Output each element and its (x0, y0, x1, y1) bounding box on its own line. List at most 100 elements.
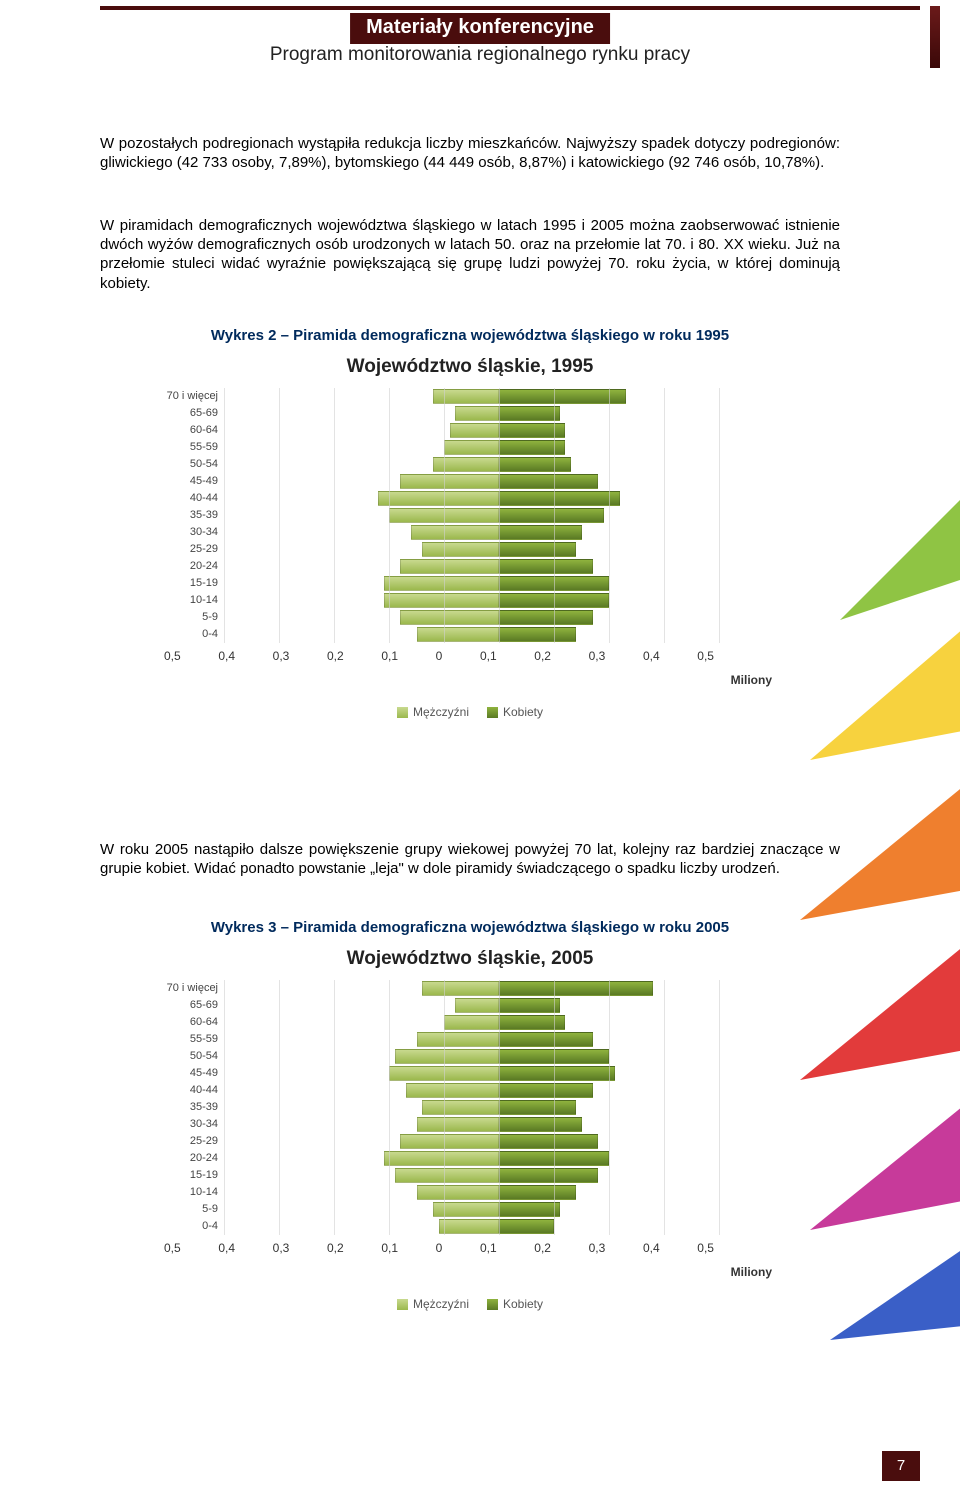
female-bar (499, 559, 593, 574)
age-label: 55-59 (166, 439, 218, 456)
age-label: 50-54 (166, 456, 218, 473)
age-label: 10-14 (166, 1184, 218, 1201)
male-bar (389, 508, 499, 523)
legend-female-swatch (487, 707, 498, 718)
xaxis-tick: 0,5 (164, 1241, 181, 1255)
chart1995-xaxis: 0,50,40,30,20,100,10,20,30,40,5 (164, 649, 714, 663)
legend-female-label: Kobiety (503, 705, 543, 719)
age-label: 60-64 (166, 422, 218, 439)
xaxis-tick: 0,1 (381, 649, 398, 663)
female-bar (499, 981, 653, 996)
female-bar (499, 1185, 576, 1200)
age-label: 15-19 (166, 575, 218, 592)
male-bar (400, 474, 499, 489)
age-label: 70 i więcej (166, 388, 218, 405)
header-title: Materiały konferencyjne (350, 13, 610, 44)
male-bar (411, 525, 499, 540)
age-label: 45-49 (166, 473, 218, 490)
female-bar (499, 1219, 554, 1234)
chart2005-female-bars (499, 980, 774, 1235)
age-label: 25-29 (166, 1133, 218, 1150)
female-bar (499, 998, 560, 1013)
age-label: 65-69 (166, 405, 218, 422)
female-bar (499, 423, 565, 438)
age-label: 20-24 (166, 1150, 218, 1167)
age-label: 70 i więcej (166, 980, 218, 997)
female-bar (499, 627, 576, 642)
xaxis-tick: 0,2 (327, 649, 344, 663)
chart1995-title: Województwo śląskie, 1995 (100, 356, 840, 378)
legend-female: Kobiety (487, 1297, 543, 1311)
male-bar (455, 998, 499, 1013)
chart1995-legend: Mężczyźni Kobiety (100, 705, 840, 719)
male-bar (384, 1151, 500, 1166)
chart1995-female-bars (499, 388, 774, 643)
legend-female: Kobiety (487, 705, 543, 719)
age-label: 0-4 (166, 1218, 218, 1235)
female-bar (499, 389, 626, 404)
page-number: 7 (882, 1451, 920, 1481)
female-bar (499, 440, 565, 455)
paragraph-2: W piramidach demograficznych województwa… (100, 216, 840, 293)
chart1995-male-bars (224, 388, 499, 643)
age-label: 45-49 (166, 1065, 218, 1082)
age-label: 30-34 (166, 524, 218, 541)
xaxis-tick: 0,3 (273, 649, 290, 663)
xaxis-tick: 0 (436, 1241, 443, 1255)
age-label: 25-29 (166, 541, 218, 558)
age-label: 55-59 (166, 1031, 218, 1048)
xaxis-tick: 0,2 (534, 1241, 551, 1255)
age-label: 40-44 (166, 1082, 218, 1099)
male-bar (389, 1066, 499, 1081)
male-bar (395, 1049, 500, 1064)
age-label: 5-9 (166, 609, 218, 626)
caption-wykres2-text: – Piramida demograficzna województwa ślą… (276, 327, 729, 344)
age-label: 35-39 (166, 507, 218, 524)
xaxis-tick: 0,4 (643, 649, 660, 663)
female-bar (499, 1015, 565, 1030)
male-bar (406, 1083, 500, 1098)
legend-male-label: Mężczyźni (413, 1297, 469, 1311)
xaxis-tick: 0,5 (697, 1241, 714, 1255)
age-label: 10-14 (166, 592, 218, 609)
xaxis-tick: 0,3 (273, 1241, 290, 1255)
xaxis-tick: 0,5 (164, 649, 181, 663)
male-bar (444, 440, 499, 455)
legend-male-swatch (397, 707, 408, 718)
chart2005-male-bars (224, 980, 499, 1235)
female-bar (499, 1049, 609, 1064)
female-bar (499, 1117, 582, 1132)
male-bar (417, 1185, 500, 1200)
male-bar (439, 1219, 500, 1234)
female-bar (499, 1202, 560, 1217)
age-label: 50-54 (166, 1048, 218, 1065)
female-bar (499, 1066, 615, 1081)
legend-female-swatch (487, 1299, 498, 1310)
female-bar (499, 542, 576, 557)
female-bar (499, 1100, 576, 1115)
male-bar (455, 406, 499, 421)
male-bar (417, 1117, 500, 1132)
legend-female-label: Kobiety (503, 1297, 543, 1311)
female-bar (499, 1168, 598, 1183)
female-bar (499, 525, 582, 540)
xaxis-tick: 0,5 (697, 649, 714, 663)
male-bar (400, 1134, 499, 1149)
age-label: 65-69 (166, 997, 218, 1014)
paragraph-3: W roku 2005 nastąpiło dalsze powiększeni… (100, 840, 840, 878)
header-subtitle: Program monitorowania regionalnego rynku… (270, 44, 690, 66)
male-bar (384, 593, 500, 608)
xaxis-tick: 0,4 (218, 1241, 235, 1255)
caption-wykres3: Wykres 3 – Piramida demograficzna wojewó… (100, 918, 840, 937)
xaxis-tick: 0,2 (534, 649, 551, 663)
legend-male: Mężczyźni (397, 705, 469, 719)
xaxis-tick: 0,4 (643, 1241, 660, 1255)
chart2005-xaxis: 0,50,40,30,20,100,10,20,30,40,5 (164, 1241, 714, 1255)
xaxis-tick: 0,4 (218, 649, 235, 663)
male-bar (417, 1032, 500, 1047)
age-label: 35-39 (166, 1099, 218, 1116)
caption-wykres3-prefix: Wykres 3 (211, 919, 277, 936)
xaxis-tick: 0,2 (327, 1241, 344, 1255)
age-label: 30-34 (166, 1116, 218, 1133)
male-bar (400, 610, 499, 625)
